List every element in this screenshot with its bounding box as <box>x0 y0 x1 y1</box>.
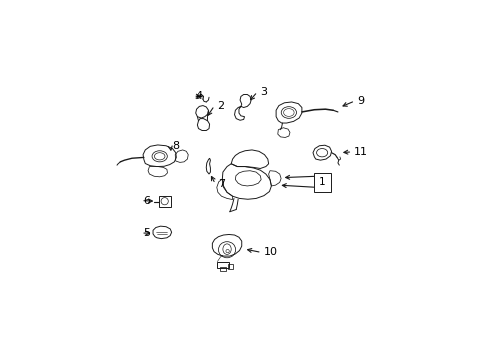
Bar <box>219 267 226 271</box>
Text: 2: 2 <box>217 100 224 111</box>
Text: 11: 11 <box>354 147 367 157</box>
Text: 9: 9 <box>357 96 364 106</box>
Text: 10: 10 <box>263 247 277 257</box>
Text: 5: 5 <box>143 228 150 238</box>
Text: 4: 4 <box>195 91 203 101</box>
Text: 1: 1 <box>318 177 325 187</box>
Bar <box>227 264 232 269</box>
Text: 7: 7 <box>218 179 224 189</box>
Text: 3: 3 <box>260 87 266 97</box>
Text: 8: 8 <box>172 141 180 151</box>
Bar <box>158 195 171 207</box>
Bar <box>313 174 330 192</box>
Text: 6: 6 <box>143 195 150 206</box>
Bar <box>216 262 229 268</box>
